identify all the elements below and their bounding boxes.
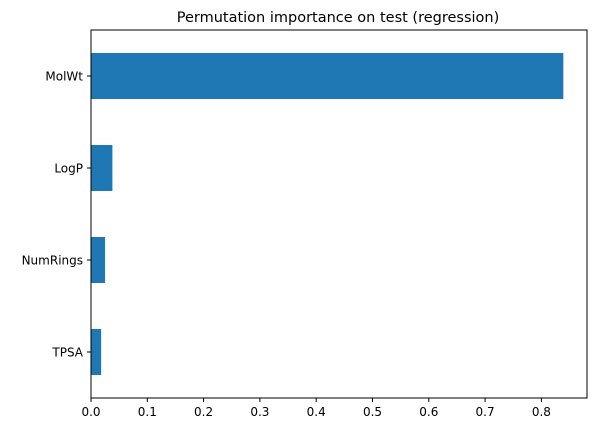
bars xyxy=(91,53,564,375)
x-tick-label: 0.0 xyxy=(81,405,100,419)
x-tick-label: 0.3 xyxy=(250,405,269,419)
bar-molwt xyxy=(91,53,564,99)
chart-title: Permutation importance on test (regressi… xyxy=(177,10,500,26)
y-tick-label: NumRings xyxy=(22,254,83,268)
bar-numrings xyxy=(91,237,106,283)
x-tick-label: 0.2 xyxy=(194,405,213,419)
plot-frame xyxy=(90,29,588,399)
x-tick-label: 0.8 xyxy=(532,405,551,419)
x-tick-label: 0.6 xyxy=(419,405,438,419)
y-tick-label: TPSA xyxy=(51,346,83,360)
y-tick-label: MolWt xyxy=(45,70,83,84)
x-axis-ticks: 0.0 0.1 0.2 0.3 0.4 0.5 0.6 0.7 0.8 xyxy=(81,398,551,419)
x-tick-label: 0.1 xyxy=(138,405,157,419)
y-axis-ticks: MolWt LogP NumRings TPSA xyxy=(22,70,91,360)
x-tick-label: 0.4 xyxy=(307,405,326,419)
x-tick-label: 0.7 xyxy=(476,405,495,419)
bar-logp xyxy=(91,145,113,191)
y-tick-label: LogP xyxy=(54,162,83,176)
x-tick-label: 0.5 xyxy=(363,405,382,419)
bar-tpsa xyxy=(91,329,102,375)
